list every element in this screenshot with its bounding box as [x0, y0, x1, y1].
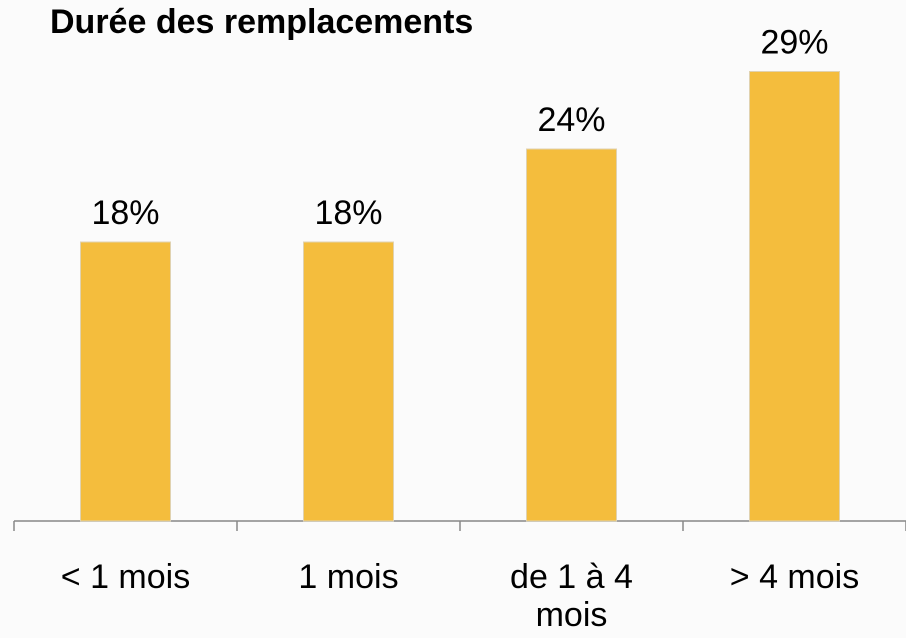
value-label: 29%	[760, 24, 828, 62]
value-label: 18%	[91, 194, 159, 232]
x-tick-label: < 1 mois	[60, 558, 191, 596]
value-label: 18%	[314, 194, 382, 232]
x-tick-label: 1 mois	[298, 558, 399, 596]
x-tick-label: de 1 à 4 mois	[510, 558, 633, 634]
bar	[303, 241, 394, 522]
bar	[526, 148, 617, 522]
x-tick-label: > 4 mois	[729, 558, 860, 596]
value-label: 24%	[537, 101, 605, 139]
bar	[749, 71, 840, 522]
chart-title: Durée des remplacements	[50, 3, 473, 41]
bar	[80, 241, 171, 522]
